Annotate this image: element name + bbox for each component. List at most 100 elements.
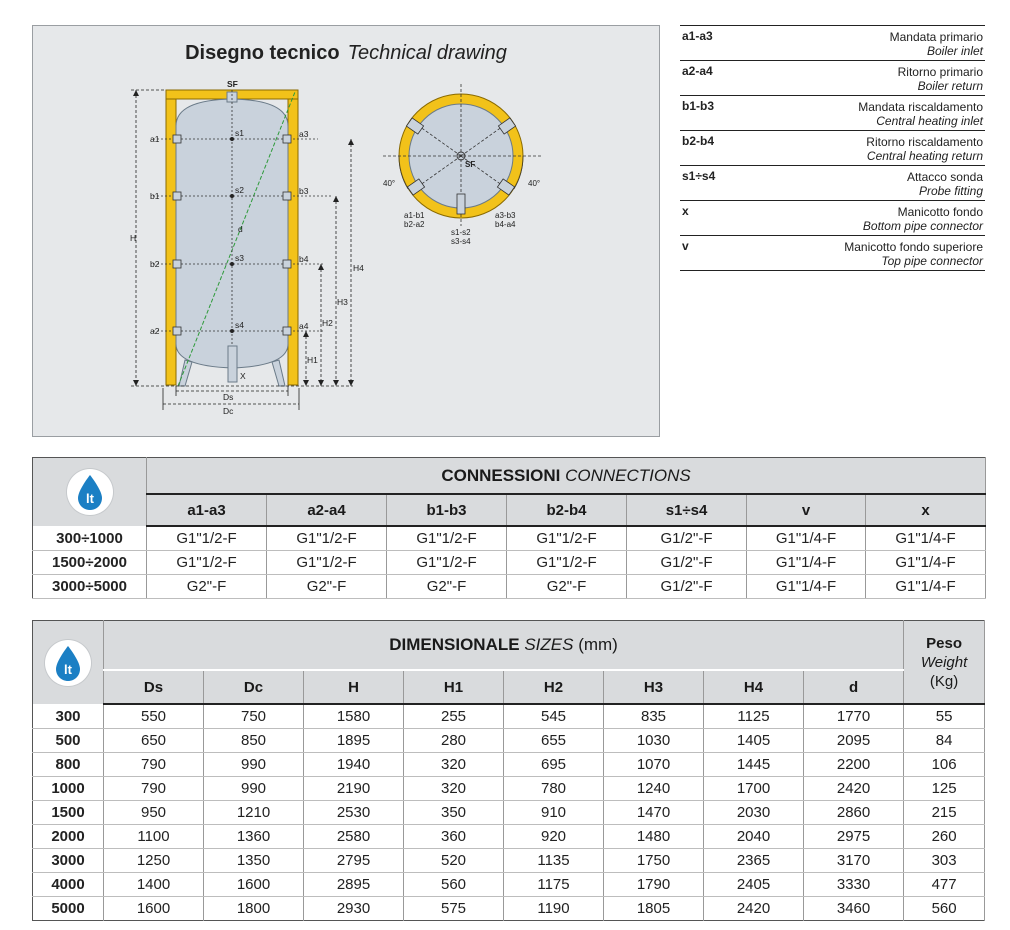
connections-cell: G1"1/4-F (746, 550, 866, 575)
drawing-title-it: Disegno tecnico (185, 42, 340, 64)
top-label-sf: SF (465, 160, 475, 169)
connections-cell: G1"1/4-F (865, 550, 987, 575)
dimensions-row-label: 4000 (32, 872, 104, 897)
legend-row: b2-b4 Ritorno riscaldamento Central heatin… (680, 131, 985, 166)
dimensions-cell: 1445 (703, 752, 804, 777)
connections-column-header: x (865, 494, 987, 527)
label-h4: H4 (353, 263, 364, 273)
legend-description-en: Central heating return (866, 149, 983, 163)
connections-body: 300÷1000 G1"1/2-F G1"1/2-F G1"1/2-F G1"1/2-F… (32, 526, 987, 599)
dimensions-cell: 2795 (303, 848, 404, 873)
dimensions-cell: 3170 (803, 848, 905, 873)
dimensions-cell: 1940 (303, 752, 404, 777)
dimensions-cell: 1805 (603, 896, 704, 921)
tank-leg-right (271, 359, 286, 387)
label-b4: b4 (299, 254, 309, 264)
dimensions-cell: 1030 (603, 728, 704, 753)
conn-badge-text: lt (86, 491, 95, 506)
legend-description-en: Probe fitting (918, 184, 983, 198)
connections-cell: G1"1/2-F (386, 550, 507, 575)
dimensions-cell: 1895 (303, 728, 404, 753)
dimensions-cell: 2365 (703, 848, 804, 873)
tank-body (175, 98, 289, 369)
dimensions-cell: 2860 (803, 800, 905, 825)
dimensions-row: 4000 1400 1600 2895 560 1175 1790 2405 3330 477 (32, 872, 986, 897)
dimensions-cell: 2895 (303, 872, 404, 897)
connections-title: CONNESSIONI CONNECTIONS (146, 457, 987, 495)
top-center-pair-1: s1-s2 (451, 228, 471, 237)
dimensions-cell: 2040 (703, 824, 804, 849)
dimensions-column-header: H2 (503, 670, 604, 705)
dimensions-cell: 2405 (703, 872, 804, 897)
dimensions-cell: 3330 (803, 872, 905, 897)
sf-fitting (226, 91, 238, 103)
connections-row-label: 3000÷5000 (32, 574, 147, 599)
connections-cell: G1"1/2-F (386, 526, 507, 551)
legend-description-en: Central heating inlet (876, 114, 983, 128)
dimensions-row-label: 3000 (32, 848, 104, 873)
technical-drawing-panel: Disegno tecnico Technical drawing (32, 25, 660, 437)
dimensions-cell: 2580 (303, 824, 404, 849)
dimensions-cell: 950 (103, 800, 204, 825)
weight-cell: 215 (903, 800, 986, 825)
dimensions-row: 500 650 850 1895 280 655 1030 1405 2095 84 (32, 728, 986, 753)
dimensions-body: 300 550 750 1580 255 545 835 1125 1770 55 500 650 85… (32, 704, 986, 921)
dimensions-column-header: H3 (603, 670, 704, 705)
dimensions-cell: 790 (103, 776, 204, 801)
label-sf: SF (227, 79, 238, 89)
label-s4: s4 (235, 320, 244, 330)
dimensions-cell: 1350 (203, 848, 304, 873)
top-angle-left: 40° (383, 179, 395, 188)
connections-row-label: 1500÷2000 (32, 550, 147, 575)
legend-row: a1-a3 Mandata primario Boiler inlet (680, 26, 985, 61)
connections-cell: G1"1/2-F (266, 526, 387, 551)
connections-column-header: b2-b4 (506, 494, 627, 527)
legend-description-it: Ritorno primario (897, 65, 983, 79)
dimensions-cell: 1700 (703, 776, 804, 801)
diagonal-d (177, 91, 296, 387)
dimensions-column-header: Dc (203, 670, 304, 705)
weight-cell: 560 (903, 896, 986, 921)
dimensions-cell: 2530 (303, 800, 404, 825)
label-h1: H1 (307, 355, 318, 365)
dimensions-cell: 320 (403, 776, 504, 801)
connections-cell: G1"1/2-F (506, 526, 627, 551)
dimensions-cell: 1190 (503, 896, 604, 921)
dimensions-cell: 1600 (103, 896, 204, 921)
dimensions-row-label: 1500 (32, 800, 104, 825)
connections-column-header: v (746, 494, 866, 527)
dimensions-cell: 750 (203, 704, 304, 729)
connections-cell: G1"1/4-F (746, 526, 866, 551)
dimensions-cell: 790 (103, 752, 204, 777)
dimensions-cell: 1480 (603, 824, 704, 849)
weight-header: Peso Weight (Kg) (903, 620, 986, 705)
dimensions-cell: 1770 (803, 704, 905, 729)
dimensions-cell: 2420 (703, 896, 804, 921)
dimensions-cell: 1400 (103, 872, 204, 897)
dimensions-column-header: d (803, 670, 905, 705)
dimensions-cell: 1070 (603, 752, 704, 777)
dimensions-row-label: 5000 (32, 896, 104, 921)
connections-column-header: b1-b3 (386, 494, 507, 527)
label-b1: b1 (150, 191, 160, 201)
dimensions-cell: 550 (103, 704, 204, 729)
dimensions-cell: 1250 (103, 848, 204, 873)
dimensions-row-label: 300 (32, 704, 104, 729)
dimensions-row: 800 790 990 1940 320 695 1070 1445 2200 106 (32, 752, 986, 777)
dimensions-row: 1500 950 1210 2530 350 910 1470 2030 2860 215 (32, 800, 986, 825)
dimensions-cell: 280 (403, 728, 504, 753)
weight-cell: 84 (903, 728, 986, 753)
dimensions-cell: 695 (503, 752, 604, 777)
dimensions-row: 300 550 750 1580 255 545 835 1125 1770 55 (32, 704, 986, 729)
weight-cell: 125 (903, 776, 986, 801)
dimensions-cell: 520 (403, 848, 504, 873)
connections-cell: G1"1/4-F (865, 574, 987, 599)
legend-description-en: Top pipe connector (881, 254, 983, 268)
weight-cell: 477 (903, 872, 986, 897)
connections-cell: G1"1/2-F (146, 550, 267, 575)
label-x: X (240, 371, 246, 381)
weight-cell: 106 (903, 752, 986, 777)
connections-row: 300÷1000 G1"1/2-F G1"1/2-F G1"1/2-F G1"1/2-F… (32, 526, 987, 551)
dimensions-cell: 360 (403, 824, 504, 849)
dimensions-column-header: H (303, 670, 404, 705)
